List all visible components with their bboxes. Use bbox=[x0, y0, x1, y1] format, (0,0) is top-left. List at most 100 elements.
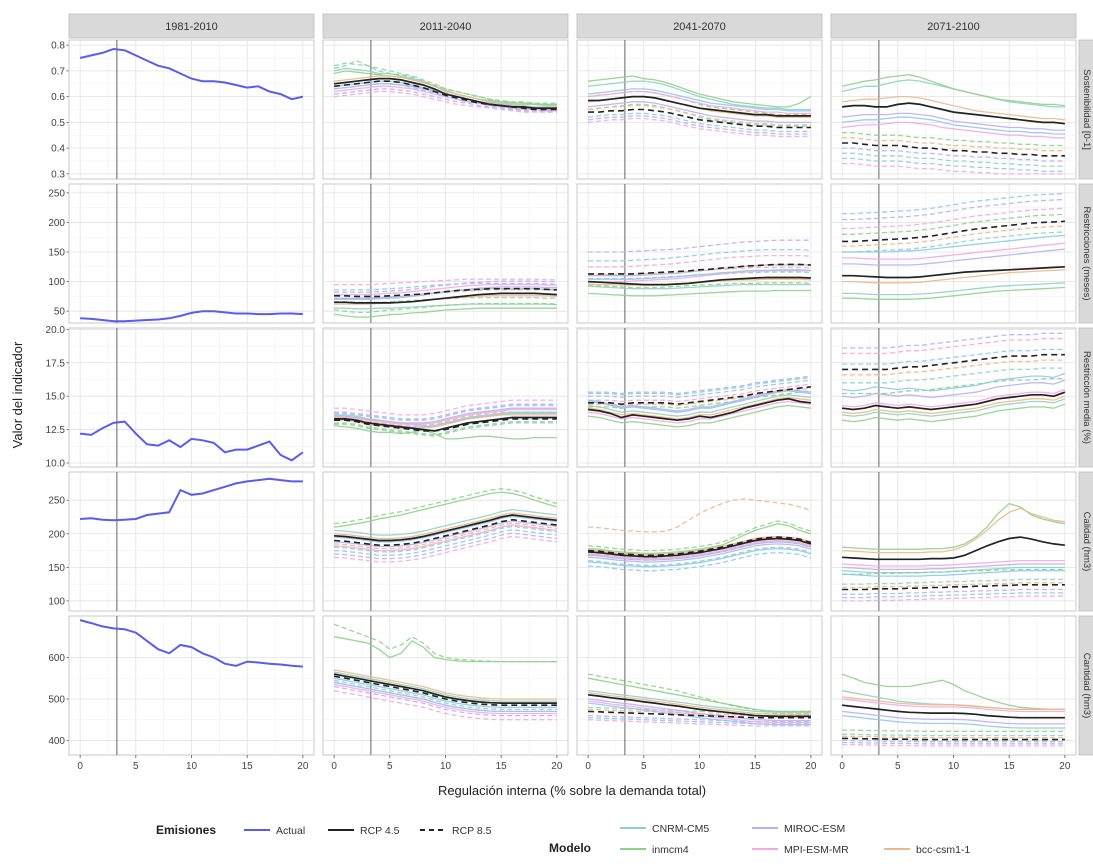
facet-panel bbox=[830, 327, 1077, 468]
series-model-rcp85 bbox=[842, 359, 1065, 376]
series-actual bbox=[79, 619, 303, 668]
facet-panel: 0 5 10 15 20 bbox=[68, 615, 315, 772]
y-tick-label: 150 bbox=[48, 248, 65, 259]
series-model-rcp85 bbox=[588, 714, 811, 723]
series-model-rcp45 bbox=[588, 283, 811, 290]
series-model-rcp45 bbox=[842, 698, 1065, 713]
series-model-rcp85 bbox=[588, 254, 811, 268]
facet-panel: 0 5 10 15 20 bbox=[322, 615, 569, 772]
indicator-strip bbox=[1078, 615, 1093, 756]
series-model-rcp45 bbox=[334, 520, 557, 548]
series-model-rcp85 bbox=[588, 104, 811, 126]
series-model-rcp85 bbox=[842, 735, 1065, 739]
series-model-rcp85 bbox=[588, 112, 811, 133]
y-tick-label: 100 bbox=[48, 277, 65, 288]
series-rcp45-mean bbox=[842, 536, 1065, 561]
series-model-rcp45 bbox=[588, 269, 811, 280]
series-rcp45-mean bbox=[842, 265, 1065, 279]
series-model-rcp85 bbox=[334, 302, 557, 314]
series-model-rcp45 bbox=[842, 559, 1065, 567]
series-rcp85-mean bbox=[588, 386, 811, 406]
series-model-rcp85 bbox=[588, 383, 811, 403]
series-model-rcp85 bbox=[334, 278, 557, 286]
indicator-strip-label: Cantidad (hm3) bbox=[1081, 653, 1092, 718]
series-model-rcp45 bbox=[842, 696, 1065, 711]
series-model-rcp45 bbox=[842, 116, 1065, 135]
series-model-rcp45 bbox=[588, 547, 812, 568]
series-model-rcp45 bbox=[588, 88, 811, 112]
y-tick-label: 50 bbox=[54, 307, 66, 318]
series-model-rcp45 bbox=[842, 242, 1065, 260]
series-actual bbox=[79, 420, 304, 462]
series-model-rcp85 bbox=[588, 282, 811, 289]
series-model-rcp45 bbox=[842, 398, 1066, 417]
x-tick-label: 0 bbox=[839, 761, 845, 772]
series-rcp45-mean bbox=[334, 292, 557, 304]
series-model-rcp85 bbox=[334, 280, 557, 293]
series-model-rcp85 bbox=[588, 541, 812, 561]
y-tick-label: 12.5 bbox=[46, 425, 66, 436]
y-tick-label: 250 bbox=[48, 188, 65, 199]
series-model-rcp85 bbox=[334, 90, 557, 113]
series-model-rcp45 bbox=[842, 286, 1065, 300]
series-rcp85-mean bbox=[588, 108, 811, 129]
x-tick-label: 5 bbox=[641, 761, 647, 772]
series-model-rcp85 bbox=[842, 162, 1065, 175]
series-model-rcp85 bbox=[588, 551, 812, 572]
x-tick-label: 10 bbox=[440, 761, 452, 772]
x-tick-label: 0 bbox=[331, 761, 337, 772]
facet-panel bbox=[830, 471, 1077, 612]
y-tick-label: 600 bbox=[48, 653, 65, 664]
series-model-rcp45 bbox=[333, 307, 557, 318]
series-model-rcp45 bbox=[333, 67, 557, 107]
x-tick-label: 20 bbox=[1059, 761, 1071, 772]
series-model-rcp45 bbox=[842, 248, 1065, 266]
series-model-rcp45 bbox=[842, 282, 1065, 296]
series-rcp45-mean bbox=[842, 704, 1065, 719]
x-tick-label: 10 bbox=[186, 761, 198, 772]
series-model-rcp45 bbox=[588, 702, 811, 726]
series-model-rcp45 bbox=[588, 400, 811, 424]
series-rcp85-mean bbox=[842, 584, 1065, 591]
series-model-rcp45 bbox=[842, 121, 1065, 139]
series-model-rcp85 bbox=[334, 399, 557, 416]
facet-panel bbox=[322, 471, 569, 612]
series-model-rcp85 bbox=[842, 198, 1065, 221]
facet-panel: 0 5 10 15 20 bbox=[576, 615, 823, 772]
legend: Emisiones Actual RCP 4.5 RCP 8.5 Modelo CNRM-… bbox=[156, 823, 970, 856]
series-rcp45-mean bbox=[333, 673, 557, 704]
y-tick-label: 10.0 bbox=[46, 458, 66, 469]
series-model-rcp85 bbox=[334, 289, 557, 299]
y-tick-label: 0.3 bbox=[51, 169, 65, 180]
series-model-rcp85 bbox=[334, 525, 557, 553]
series-rcp85-mean bbox=[842, 737, 1065, 741]
series-rcp85-mean bbox=[588, 536, 812, 557]
series-model-rcp85 bbox=[334, 88, 557, 113]
x-tick-label: 0 bbox=[585, 761, 591, 772]
series-model-rcp85 bbox=[842, 207, 1065, 230]
facet-panel bbox=[576, 471, 823, 612]
y-tick-label: 100 bbox=[48, 596, 65, 607]
y-tick-label: 0.5 bbox=[51, 118, 65, 129]
series-model-rcp45 bbox=[334, 408, 557, 425]
series-model-rcp45 bbox=[842, 234, 1065, 253]
series-rcp85-mean bbox=[334, 80, 557, 111]
series-rcp85-mean bbox=[588, 263, 811, 275]
series-model-rcp45 bbox=[842, 403, 1066, 423]
series-model-rcp45 bbox=[588, 396, 811, 420]
y-tick-label: 0.6 bbox=[51, 92, 65, 103]
series-model-rcp45 bbox=[334, 512, 557, 540]
series-model-rcp85 bbox=[588, 90, 811, 116]
series-model-rcp85 bbox=[842, 582, 1065, 589]
series-model-rcp45 bbox=[842, 507, 1065, 554]
series-model-rcp45 bbox=[587, 677, 811, 713]
series-model-rcp85 bbox=[333, 690, 557, 721]
facet-panels: 1981-2010 2011-2040 2041-2070 2071-2100 Sost… bbox=[46, 13, 1093, 772]
series-model-rcp85 bbox=[334, 522, 557, 550]
series-model-rcp45 bbox=[842, 563, 1065, 571]
series-model-rcp45 bbox=[842, 710, 1065, 725]
series-model-rcp45 bbox=[842, 566, 1065, 574]
series-rcp85-mean bbox=[334, 518, 557, 546]
series-rcp45-mean bbox=[588, 693, 811, 718]
series-model-rcp85 bbox=[334, 532, 557, 560]
